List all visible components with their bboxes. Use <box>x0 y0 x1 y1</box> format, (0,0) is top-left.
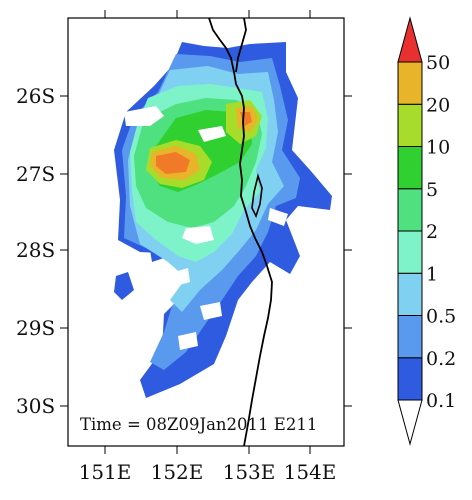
rainfall-field <box>114 42 332 398</box>
colorbar-band <box>397 357 423 401</box>
dry-gap <box>124 106 164 126</box>
colorbar-band <box>397 272 423 316</box>
lat-label: 26S <box>16 84 55 108</box>
colorbar-label: 10 <box>426 137 450 159</box>
dry-gap <box>174 268 190 286</box>
lon-label: 154E <box>284 460 337 484</box>
lat-label: 29S <box>16 316 55 340</box>
dry-gap <box>268 208 288 226</box>
plot-frame <box>67 17 345 447</box>
dry-gap <box>198 126 226 142</box>
colorbar-band <box>397 146 423 190</box>
colorbar-label: 0.1 <box>426 390 456 412</box>
colorbar-label: 2 <box>426 221 438 243</box>
lat-label: 30S <box>16 394 55 418</box>
colorbar-over-triangle <box>397 16 423 63</box>
rain-contour-0-1-west <box>114 272 134 300</box>
time-label: Time = 08Z09Jan2011 E211 <box>80 415 317 434</box>
colorbar-band <box>397 315 423 359</box>
colorbar-label: 50 <box>426 52 450 74</box>
colorbar-label: 0.2 <box>426 348 456 370</box>
lat-label: 28S <box>16 238 55 262</box>
map-plot-area <box>68 18 344 446</box>
lon-label: 153E <box>223 460 276 484</box>
colorbar-label: 20 <box>426 94 450 116</box>
dry-gap <box>182 226 214 244</box>
lon-tick-marks <box>104 10 311 454</box>
rain-contour-50 <box>156 152 190 174</box>
colorbar-label: 5 <box>426 179 438 201</box>
dry-gap <box>200 302 222 320</box>
coastline <box>208 18 273 446</box>
colorbar-label: 0.5 <box>426 306 456 328</box>
lon-label: 151E <box>79 460 132 484</box>
lat-tick-marks <box>60 95 352 407</box>
lon-label: 152E <box>151 460 204 484</box>
colorbar-band <box>397 188 423 232</box>
island <box>251 173 263 219</box>
colorbar-band <box>397 103 423 147</box>
colorbar: 0.1 0.2 0.5 1 2 5 10 20 50 <box>397 16 456 446</box>
colorbar-band <box>397 230 423 274</box>
coastline-north <box>235 18 247 73</box>
colorbar-band <box>397 61 423 105</box>
lat-label: 27S <box>16 162 55 186</box>
colorbar-under-triangle <box>397 399 423 446</box>
dry-gap <box>178 332 198 350</box>
colorbar-label: 1 <box>426 263 438 285</box>
